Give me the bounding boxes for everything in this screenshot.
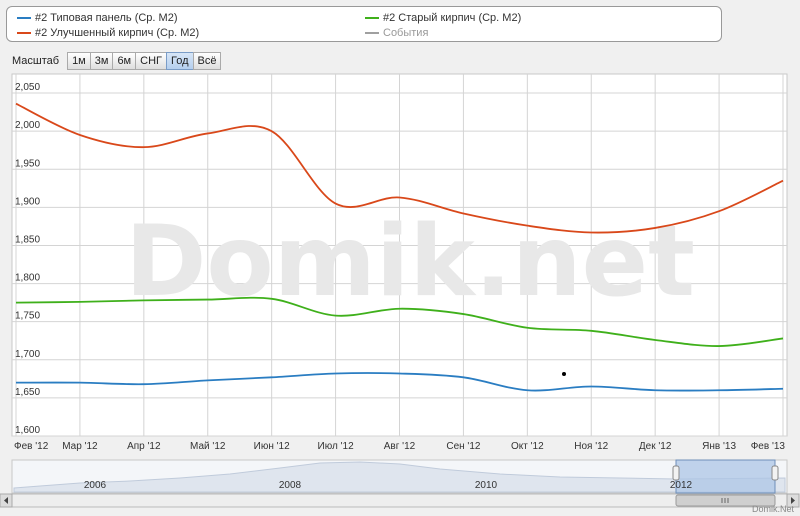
y-tick-label: 1,700 [15,349,40,360]
zoom-button-3m[interactable]: 3м [89,52,114,70]
credit-label: Domik.Net [751,504,794,514]
x-tick-label: Фев '12 [14,441,49,452]
x-axis-ticks: Фев '12 Мар '12 Апр '12 Май '12 Июн '12 Июл '… [14,441,785,452]
series-line-0 [15,102,784,234]
series-line-1 [15,296,784,347]
y-tick-label: 2,050 [15,82,40,93]
legend-label-old-brick: #2 Старый кирпич (Ср. М2) [383,12,522,25]
y-tick-label: 1,650 [15,387,40,398]
legend-label-panel: #2 Типовая панель (Ср. М2) [35,12,178,25]
cursor-dot [562,372,566,376]
navigator-year-label: 2008 [279,480,302,491]
x-tick-label: Окт '12 [511,441,544,452]
x-tick-label: Фев '13 [751,441,786,452]
x-tick-label: Ноя '12 [574,441,608,452]
y-tick-label: 1,950 [15,158,40,169]
watermark: Domik.net [125,205,695,319]
legend-label-events: События [383,27,429,40]
y-tick-label: 1,900 [15,196,40,207]
zoom-button-6m[interactable]: 6м [112,52,137,70]
grid-lines [12,74,787,437]
y-axis-ticks: 1,600 1,650 1,700 1,750 1,800 1,850 1,900 1,950… [15,82,40,436]
y-tick-label: 1,850 [15,234,40,245]
x-tick-label: Июн '12 [254,441,290,452]
x-tick-label: Май '12 [190,441,226,452]
legend-item-old-brick[interactable]: #2 Старый кирпич (Ср. М2) [365,11,521,25]
zoom-button-1m[interactable]: 1м [67,52,91,70]
legend-label-improved-brick: #2 Улучшенный кирпич (Ср. М2) [35,27,200,40]
zoom-selector: Масштаб 1м 3м 6м СНГ Год Всё [12,52,222,70]
y-tick-label: 2,000 [15,120,40,131]
legend-swatch-panel [17,17,31,20]
x-tick-label: Дек '12 [639,441,672,452]
y-tick-label: 1,800 [15,273,40,284]
navigator-handle-right[interactable] [771,465,779,481]
legend-item-events[interactable]: События [365,26,428,40]
x-tick-label: Апр '12 [127,441,161,452]
x-tick-label: Сен '12 [446,441,481,452]
scrollbar-track[interactable] [11,493,788,508]
legend-item-improved-brick[interactable]: #2 Улучшенный кирпич (Ср. М2) [17,26,199,40]
x-tick-label: Июл '12 [318,441,355,452]
legend-swatch-events [365,32,379,35]
zoom-label: Масштаб [12,55,60,67]
arrow-left-icon [4,497,8,504]
y-tick-label: 1,600 [15,425,40,436]
legend: #2 Типовая панель (Ср. М2) #2 Старый кир… [6,6,722,42]
series-lines [15,102,784,392]
x-tick-label: Янв '13 [702,441,736,452]
zoom-button-all[interactable]: Всё [192,52,222,70]
navigator-range[interactable] [675,459,776,494]
navigator-series-area [13,461,786,493]
navigator-labels: 2006 2008 2010 2012 [84,480,693,491]
legend-swatch-improved-brick [17,32,31,35]
zoom-button-year[interactable]: Год [165,52,194,70]
zoom-button-ytd[interactable]: СНГ [135,52,167,70]
navigator-year-label: 2006 [84,480,107,491]
y-tick-label: 1,750 [15,311,40,322]
x-tick-label: Мар '12 [62,441,98,452]
arrow-right-icon [791,497,795,504]
series-line-2 [15,372,784,392]
scrollbar-grip-icon [721,498,729,503]
x-tick-label: Авг '12 [384,441,416,452]
legend-item-panel[interactable]: #2 Типовая панель (Ср. М2) [17,11,177,25]
legend-swatch-old-brick [365,17,379,20]
navigator-year-label: 2010 [475,480,498,491]
navigator-year-label: 2012 [670,480,693,491]
navigator-handle-left[interactable] [672,465,680,481]
